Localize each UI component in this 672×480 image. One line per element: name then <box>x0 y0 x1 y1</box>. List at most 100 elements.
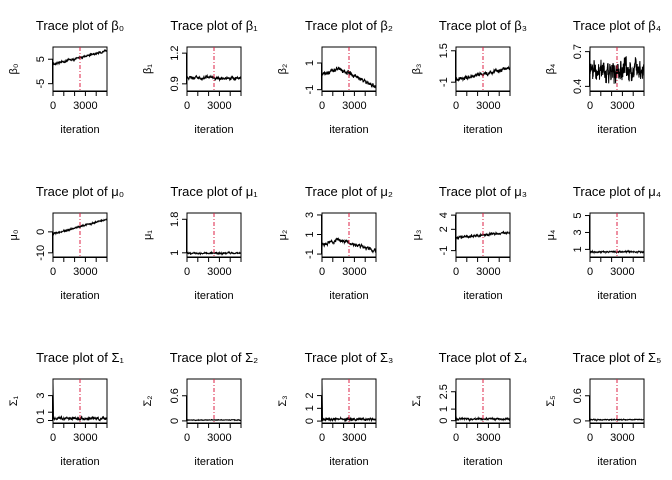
x-axis-label: iteration <box>60 290 99 302</box>
y-tick-label: 5 <box>572 212 584 218</box>
x-tick-label: 3000 <box>610 100 634 112</box>
x-tick-label: 3000 <box>610 432 634 444</box>
x-axis-label: iteration <box>60 456 99 468</box>
y-tick-label: 1 <box>304 405 316 411</box>
y-tick-label: 0 <box>35 229 47 235</box>
y-tick-label: 0.4 <box>572 79 584 94</box>
y-tick-label: -1 <box>304 249 316 259</box>
x-axis-label: iteration <box>329 456 368 468</box>
y-tick-label: -5 <box>35 79 47 89</box>
y-tick-label: 1 <box>169 250 181 256</box>
x-tick-label: 3000 <box>73 100 97 112</box>
y-axis-label: μ₃ <box>411 230 423 241</box>
x-axis-label: iteration <box>463 290 502 302</box>
y-axis-label: Σ₂ <box>142 395 154 406</box>
x-tick-label: 0 <box>453 100 459 112</box>
y-axis-label: Σ₅ <box>545 395 557 406</box>
y-axis-label: β₂ <box>277 64 289 75</box>
x-axis-label: iteration <box>597 456 636 468</box>
y-tick-label: 0 <box>438 418 450 424</box>
trace-line <box>455 416 511 423</box>
x-tick-label: 3000 <box>476 432 500 444</box>
y-tick-label: 1 <box>35 409 47 415</box>
y-tick-label: 4 <box>438 212 450 218</box>
y-tick-label: -10 <box>35 245 47 261</box>
trace-panel: Trace plot of μ₃ 0 3000 -1 2 4 μ₃ iteration <box>411 184 527 302</box>
y-axis-label: Σ₃ <box>277 395 289 406</box>
y-axis-label: β₀ <box>8 64 20 75</box>
y-tick-label: 3 <box>572 229 584 235</box>
x-tick-label: 3000 <box>73 266 97 278</box>
panel-title: Trace plot of β₂ <box>305 18 393 33</box>
panel-title: Trace plot of Σ₄ <box>439 350 528 365</box>
y-tick-label: 0 <box>572 418 584 424</box>
y-tick-label: 3 <box>35 393 47 399</box>
y-tick-label: 1.2 <box>169 45 181 60</box>
x-axis-label: iteration <box>194 456 233 468</box>
x-tick-label: 0 <box>50 266 56 278</box>
trace-panel: Trace plot of β₃ 0 3000 -1 1.5 β₃ iteration <box>411 18 527 136</box>
x-tick-label: 3000 <box>207 266 231 278</box>
trace-line <box>321 381 377 423</box>
x-tick-label: 3000 <box>610 266 634 278</box>
x-tick-label: 3000 <box>342 100 366 112</box>
y-tick-label: 1.5 <box>438 43 450 58</box>
x-tick-label: 0 <box>453 266 459 278</box>
trace-panel: Trace plot of β₁ 0 3000 0.9 1.2 β₁ iteration <box>142 18 258 136</box>
y-axis-label: μ₂ <box>277 230 289 241</box>
x-tick-label: 3000 <box>207 100 231 112</box>
panel-title: Trace plot of Σ₁ <box>36 350 124 365</box>
y-tick-label: 2.5 <box>438 384 450 399</box>
y-axis-label: μ₄ <box>545 229 557 240</box>
x-tick-label: 0 <box>319 100 325 112</box>
y-axis-label: β₃ <box>411 64 423 75</box>
trace-panel: Trace plot of β₄ 0 3000 0.4 0.7 β₄ iteration <box>545 18 661 136</box>
panel-title: Trace plot of β₀ <box>36 18 124 33</box>
y-axis-label: Σ₁ <box>8 395 20 406</box>
x-axis-label: iteration <box>329 124 368 136</box>
trace-line <box>455 65 511 82</box>
y-axis-label: Σ₄ <box>411 395 423 407</box>
y-tick-label: 0 <box>169 418 181 424</box>
trace-panel: Trace plot of β₂ 0 3000 -1 1 β₂ iteration <box>277 18 393 136</box>
y-tick-label: 3 <box>304 212 316 218</box>
x-axis-label: iteration <box>60 124 99 136</box>
trace-panel: Trace plot of μ₄ 0 3000 1 3 5 μ₄ iteration <box>545 184 661 302</box>
trace-line <box>589 417 645 422</box>
x-tick-label: 0 <box>587 100 593 112</box>
y-tick-label: -1 <box>438 246 450 256</box>
y-tick-label: 1 <box>438 406 450 412</box>
y-axis-label: β₁ <box>142 64 154 74</box>
x-tick-label: 0 <box>50 100 56 112</box>
panel-title: Trace plot of Σ₃ <box>305 350 394 365</box>
x-tick-label: 0 <box>453 432 459 444</box>
x-axis-label: iteration <box>329 290 368 302</box>
x-tick-label: 0 <box>184 100 190 112</box>
x-tick-label: 3000 <box>476 100 500 112</box>
x-tick-label: 0 <box>319 432 325 444</box>
trace-line <box>186 418 242 422</box>
x-tick-label: 3000 <box>73 432 97 444</box>
panel-title: Trace plot of μ₀ <box>36 184 124 199</box>
trace-line <box>52 382 108 422</box>
y-axis-label: μ₀ <box>8 230 20 241</box>
y-tick-label: 1 <box>304 60 316 66</box>
panel-title: Trace plot of Σ₂ <box>170 350 258 365</box>
panel-title: Trace plot of μ₄ <box>573 184 661 199</box>
x-tick-label: 0 <box>319 266 325 278</box>
y-tick-label: 0.6 <box>572 388 584 403</box>
x-tick-label: 0 <box>587 266 593 278</box>
panel-title: Trace plot of β₃ <box>439 18 527 33</box>
panel-title: Trace plot of μ₂ <box>305 184 393 199</box>
x-tick-label: 0 <box>184 266 190 278</box>
x-tick-label: 0 <box>184 432 190 444</box>
trace-line <box>589 56 645 84</box>
x-axis-label: iteration <box>194 124 233 136</box>
trace-panel: Trace plot of μ₁ 0 3000 1 1.8 μ₁ iteration <box>142 184 258 302</box>
y-tick-label: 5 <box>35 56 47 62</box>
trace-panel: Trace plot of Σ₁ 0 3000 0 1 3 Σ₁ iteration <box>8 350 125 468</box>
x-axis-label: iteration <box>597 290 636 302</box>
trace-panel: Trace plot of μ₂ 0 3000 -1 1 3 μ₂ iteration <box>277 184 393 302</box>
